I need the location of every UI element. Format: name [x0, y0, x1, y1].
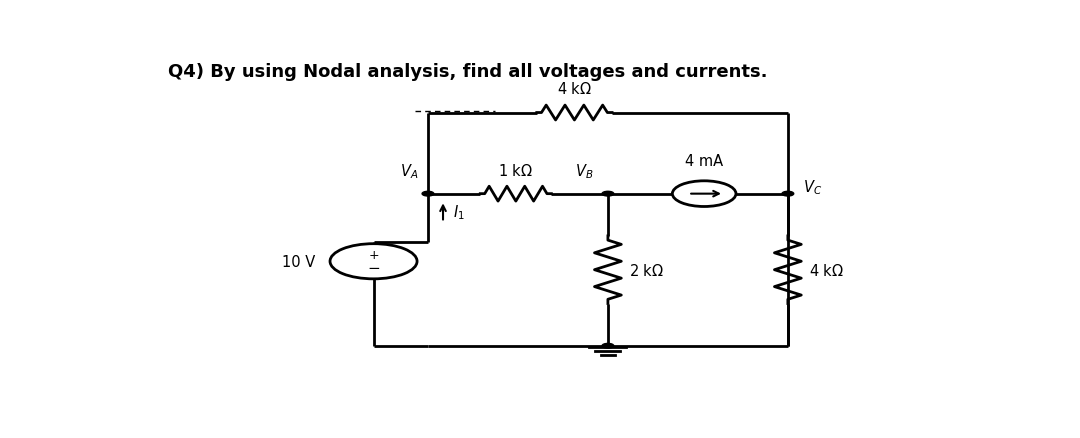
Text: $I_1$: $I_1$	[454, 203, 464, 221]
Circle shape	[422, 192, 434, 197]
Text: 1 k$\Omega$: 1 k$\Omega$	[498, 163, 534, 179]
Text: 4 k$\Omega$: 4 k$\Omega$	[809, 262, 843, 278]
Text: 4 mA: 4 mA	[685, 154, 724, 169]
Text: $V_B$: $V_B$	[576, 162, 594, 181]
Text: $V_A$: $V_A$	[401, 162, 419, 181]
Text: +: +	[368, 248, 379, 261]
Circle shape	[602, 344, 613, 348]
Circle shape	[602, 192, 613, 197]
Text: 2 k$\Omega$: 2 k$\Omega$	[629, 262, 664, 278]
Text: 4 k$\Omega$: 4 k$\Omega$	[557, 81, 592, 96]
Text: Q4) By using Nodal analysis, find all voltages and currents.: Q4) By using Nodal analysis, find all vo…	[168, 63, 768, 81]
Text: −: −	[367, 261, 380, 276]
Circle shape	[782, 192, 794, 197]
Text: 10 V: 10 V	[282, 254, 315, 269]
Text: $V_C$: $V_C$	[802, 178, 822, 197]
